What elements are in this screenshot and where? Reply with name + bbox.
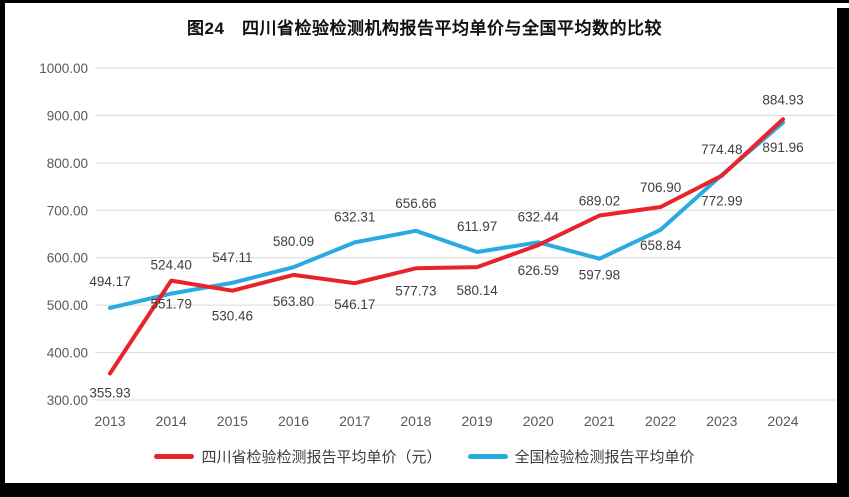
legend-label-sichuan: 四川省检验检测报告平均单价（元） [201,449,442,466]
data-label-national: 656.66 [395,196,436,211]
series-line-national [108,120,785,310]
data-label-national: 884.93 [762,93,803,108]
x-axis-year-label: 2021 [584,413,615,429]
data-label-national: 632.31 [334,209,375,224]
legend-label-national: 全国检验检测报告平均单价 [514,449,695,466]
data-label-sichuan: 580.14 [456,283,498,298]
x-axis-year-label: 2014 [156,413,187,429]
data-label-national: 524.40 [151,258,192,273]
y-axis-tick-label: 300.00 [47,393,88,408]
x-axis-year-label: 2017 [339,413,370,429]
legend-item-sichuan: 四川省检验检测报告平均单价（元） [154,446,442,467]
x-axis-year-label: 2016 [278,413,309,429]
x-axis-year-label: 2022 [645,413,676,429]
y-axis-tick-label: 800.00 [47,156,88,171]
x-axis-year-label: 2023 [706,413,737,429]
data-label-national: 494.17 [89,274,130,289]
line-chart-plot-area: 300.00 400.00 500.00 600.00 700.00 800.00 900.… [39,61,836,429]
data-label-national: 611.97 [457,219,497,234]
series-line-sichuan [108,117,785,376]
data-label-sichuan: 891.96 [762,140,803,155]
data-label-national: 547.11 [212,250,252,265]
y-axis-tick-label: 700.00 [47,203,88,218]
image-border-left [0,0,5,497]
y-axis-tick-label: 600.00 [47,251,88,266]
x-axis-year-label: 2020 [523,413,554,429]
data-label-sichuan: 706.90 [640,180,681,195]
x-axis-year-label: 2018 [400,413,431,429]
x-axis-year-label: 2024 [767,413,798,429]
legend-line-swatch-red [154,454,195,459]
data-label-national: 658.84 [640,238,682,253]
data-label-sichuan: 626.59 [518,263,559,278]
chart-title: 图24 四川省检验检测机构报告平均单价与全国平均数的比较 [187,19,662,38]
data-label-sichuan: 772.99 [701,194,742,209]
data-label-sichuan: 530.46 [212,309,253,324]
image-border-bottom [0,483,849,497]
y-axis-tick-label: 500.00 [47,298,88,313]
x-axis-year-label: 2019 [462,413,493,429]
y-axis-tick-label: 900.00 [47,108,88,123]
y-axis-tick-label: 400.00 [47,346,88,361]
x-axis-year-label: 2013 [94,413,125,429]
data-label-sichuan: 355.93 [89,385,130,400]
data-label-sichuan: 563.80 [273,294,314,309]
data-label-sichuan: 577.73 [395,283,436,298]
legend-line-swatch-blue [467,454,508,459]
image-border-right [837,8,849,497]
data-label-national: 632.44 [518,209,560,224]
legend: 四川省检验检测报告平均单价（元） 全国检验检测报告平均单价 [0,446,849,467]
data-label-national: 774.48 [701,142,742,157]
data-label-sichuan: 551.79 [151,297,192,312]
data-label-sichuan: 546.17 [334,297,375,312]
image-border-top [0,0,849,3]
data-label-national: 597.98 [579,268,620,283]
data-label-sichuan: 689.02 [579,193,620,208]
y-axis-tick-label: 1000.00 [39,61,88,76]
x-axis-year-label: 2015 [217,413,248,429]
legend-item-national: 全国检验检测报告平均单价 [467,446,695,467]
data-label-national: 580.09 [273,234,314,249]
